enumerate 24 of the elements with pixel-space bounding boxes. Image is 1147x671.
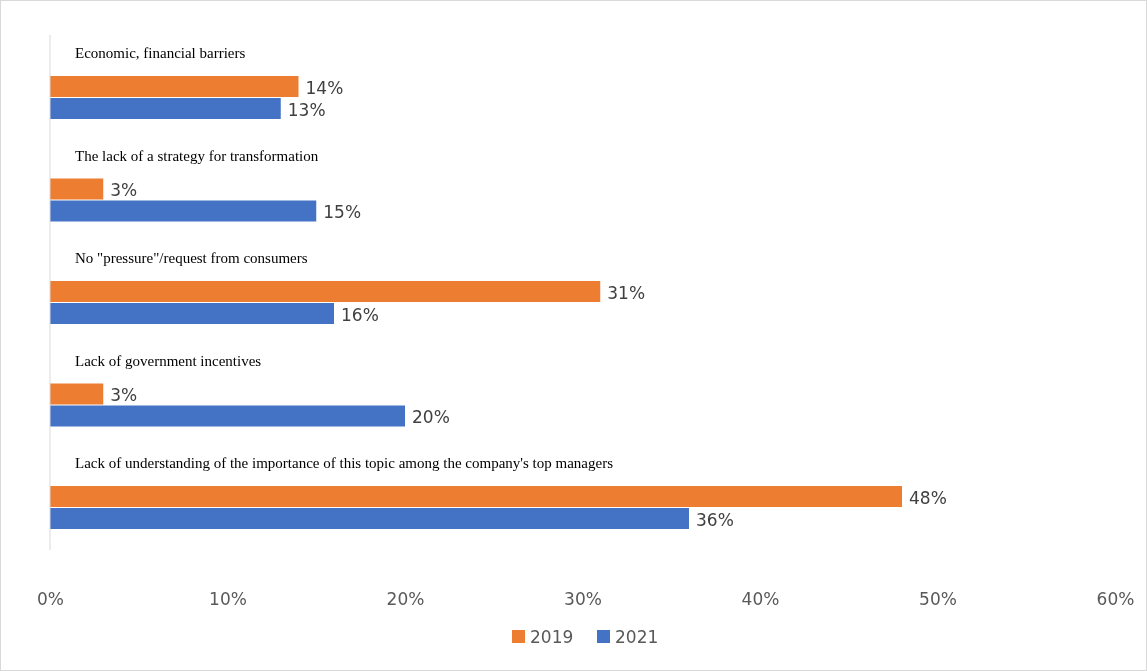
- y-tick-label: Economic, financial barriers: [75, 45, 246, 61]
- x-tick-label: 20%: [386, 589, 425, 610]
- y-tick-label: No "pressure"/request from consumers: [75, 250, 308, 266]
- data-label: 3%: [110, 180, 138, 200]
- x-tick-label: 10%: [209, 589, 247, 610]
- data-label: 31%: [607, 282, 646, 303]
- y-tick-label: Lack of government incentives: [75, 352, 262, 369]
- legend-label: 2019: [530, 627, 574, 647]
- data-label: 48%: [909, 487, 947, 508]
- x-tick-label: 0%: [37, 589, 64, 610]
- data-label: 3%: [110, 385, 138, 405]
- x-tick-label: 60%: [1096, 589, 1135, 610]
- x-tick-label: 50%: [919, 589, 957, 610]
- data-label: 15%: [323, 202, 362, 222]
- x-tick-label: 40%: [741, 589, 780, 610]
- data-label: 13%: [287, 99, 326, 120]
- data-label: 14%: [305, 77, 344, 98]
- y-tick-label: The lack of a strategy for transformation: [75, 147, 319, 164]
- data-label: 36%: [696, 509, 734, 530]
- x-tick-label: 30%: [564, 589, 602, 610]
- data-label: 16%: [341, 304, 379, 325]
- data-label: 20%: [412, 407, 450, 427]
- legend-label: 2021: [615, 627, 659, 647]
- y-tick-label: Lack of understanding of the importance of this topic among the company's top managers: [75, 455, 614, 471]
